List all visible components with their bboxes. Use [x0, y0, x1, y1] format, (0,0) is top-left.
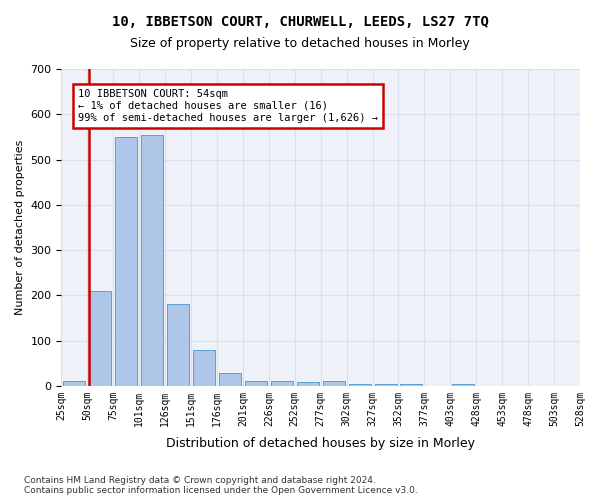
- Bar: [400, 384, 422, 386]
- Bar: [245, 382, 267, 386]
- Bar: [115, 137, 137, 386]
- Bar: [64, 382, 85, 386]
- Bar: [323, 382, 344, 386]
- Bar: [349, 384, 371, 386]
- Bar: [141, 134, 163, 386]
- Bar: [193, 350, 215, 386]
- Text: 10, IBBETSON COURT, CHURWELL, LEEDS, LS27 7TQ: 10, IBBETSON COURT, CHURWELL, LEEDS, LS2…: [112, 15, 488, 29]
- Bar: [452, 384, 475, 386]
- Bar: [297, 382, 319, 386]
- Bar: [219, 373, 241, 386]
- Text: 10 IBBETSON COURT: 54sqm
← 1% of detached houses are smaller (16)
99% of semi-de: 10 IBBETSON COURT: 54sqm ← 1% of detache…: [78, 90, 378, 122]
- Bar: [271, 382, 293, 386]
- Text: Contains HM Land Registry data © Crown copyright and database right 2024.
Contai: Contains HM Land Registry data © Crown c…: [24, 476, 418, 495]
- Bar: [374, 384, 397, 386]
- X-axis label: Distribution of detached houses by size in Morley: Distribution of detached houses by size …: [166, 437, 475, 450]
- Bar: [167, 304, 189, 386]
- Text: Size of property relative to detached houses in Morley: Size of property relative to detached ho…: [130, 38, 470, 51]
- Bar: [89, 290, 112, 386]
- Y-axis label: Number of detached properties: Number of detached properties: [15, 140, 25, 315]
